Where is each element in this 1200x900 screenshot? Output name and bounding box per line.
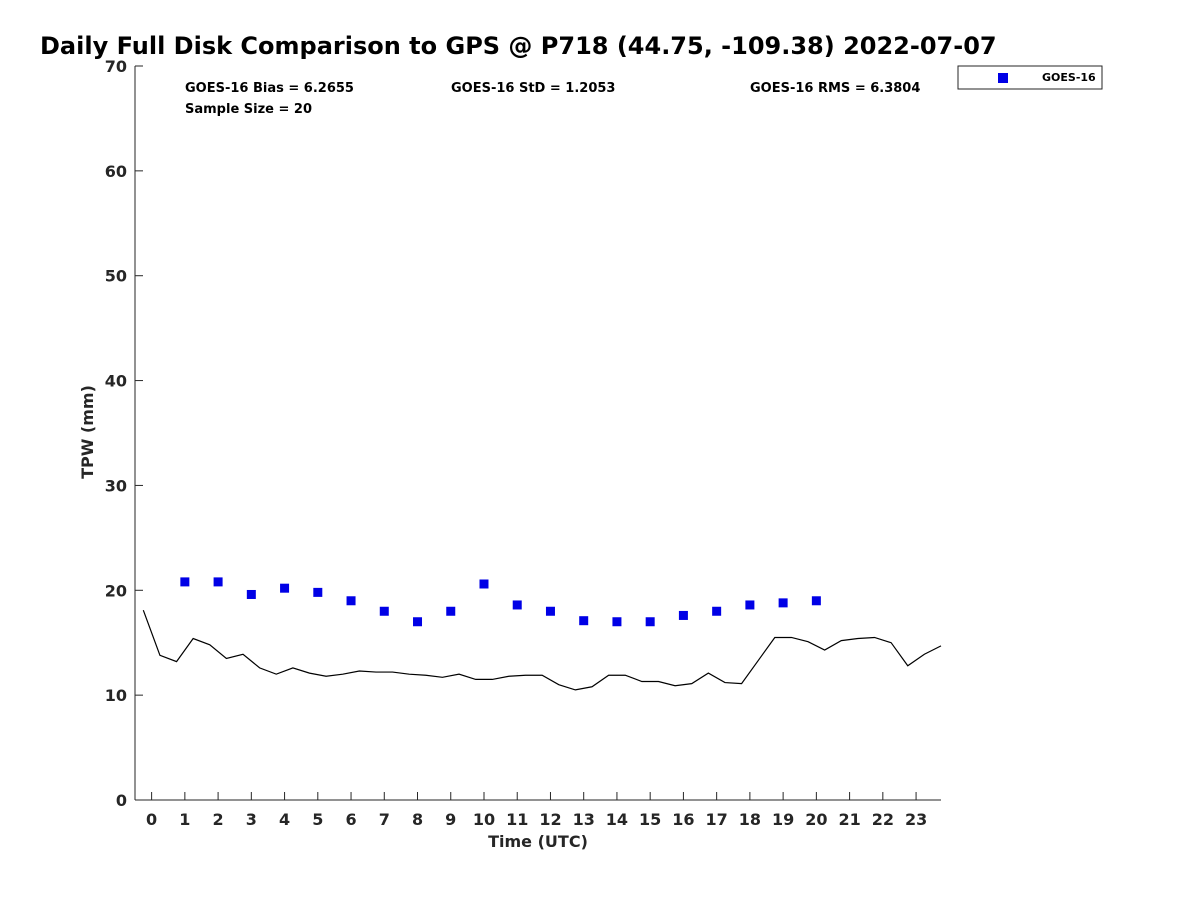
legend-label-goes16: GOES-16 [1042,71,1096,84]
x-ticks: 0 1 2 3 4 5 6 7 8 9 10 11 12 13 14 15 16 17 18 19 20 21 22 23 [146,792,927,829]
x-tick-label: 8 [412,810,423,829]
goes16-point [645,617,655,627]
goes16-point [612,617,622,627]
x-tick-label: 6 [345,810,356,829]
x-tick-label: 1 [179,810,190,829]
stat-rms: GOES-16 RMS = 6.3804 [750,81,920,96]
x-tick-label: 19 [772,810,794,829]
goes16-marker-layer [180,577,821,627]
y-tick-label: 0 [116,791,127,810]
x-tick-label: 4 [279,810,290,829]
stat-std: GOES-16 StD = 1.2053 [451,81,615,96]
x-tick-label: 20 [805,810,827,829]
goes16-point [446,606,456,616]
goes16-point [213,577,223,587]
x-tick-label: 14 [606,810,628,829]
y-tick-label: 70 [105,57,127,76]
goes16-point [379,606,389,616]
x-tick-label: 11 [506,810,528,829]
y-tick-label: 20 [105,581,127,600]
goes16-point [346,596,356,606]
stat-bias: GOES-16 Bias = 6.2655 [185,81,354,96]
x-tick-label: 2 [213,810,224,829]
goes16-point [579,616,589,626]
goes16-point [512,600,522,610]
goes16-point [678,610,688,620]
legend-marker-goes16 [998,73,1008,83]
x-tick-label: 22 [872,810,894,829]
goes16-point [313,587,323,597]
goes16-point [180,577,190,587]
x-tick-label: 3 [246,810,257,829]
legend: GOES-16 [957,65,1103,90]
x-tick-label: 21 [838,810,860,829]
x-tick-label: 17 [706,810,728,829]
goes16-point [712,606,722,616]
legend-box [957,65,1103,90]
stat-sample-size: Sample Size = 20 [185,102,312,117]
x-tick-label: 18 [739,810,761,829]
chart-title: Daily Full Disk Comparison to GPS @ P718… [40,32,997,60]
goes16-point [246,589,256,599]
x-tick-label: 23 [905,810,927,829]
x-tick-label: 13 [573,810,595,829]
y-tick-label: 30 [105,476,127,495]
goes16-point [811,596,821,606]
x-tick-label: 5 [312,810,323,829]
y-tick-label: 10 [105,686,127,705]
x-tick-label: 15 [639,810,661,829]
x-tick-label: 0 [146,810,157,829]
x-tick-label: 16 [672,810,694,829]
x-tick-label: 12 [539,810,561,829]
x-axis-label: Time (UTC) [488,832,588,851]
y-tick-label: 40 [105,372,127,391]
y-tick-label: 50 [105,267,127,286]
goes16-point [545,606,555,616]
y-ticks: 0 10 20 30 40 50 60 70 [105,57,143,810]
gps-tpw-line [142,610,942,691]
goes16-point [778,598,788,608]
gps-line-layer [142,610,942,691]
x-tick-label: 10 [473,810,495,829]
goes16-point [413,617,423,627]
y-tick-label: 60 [105,162,127,181]
goes16-point [745,600,755,610]
y-axis-label: TPW (mm) [78,385,97,479]
x-tick-label: 7 [379,810,390,829]
x-tick-label: 9 [445,810,456,829]
goes16-point [280,583,290,593]
goes16-point [479,579,489,589]
